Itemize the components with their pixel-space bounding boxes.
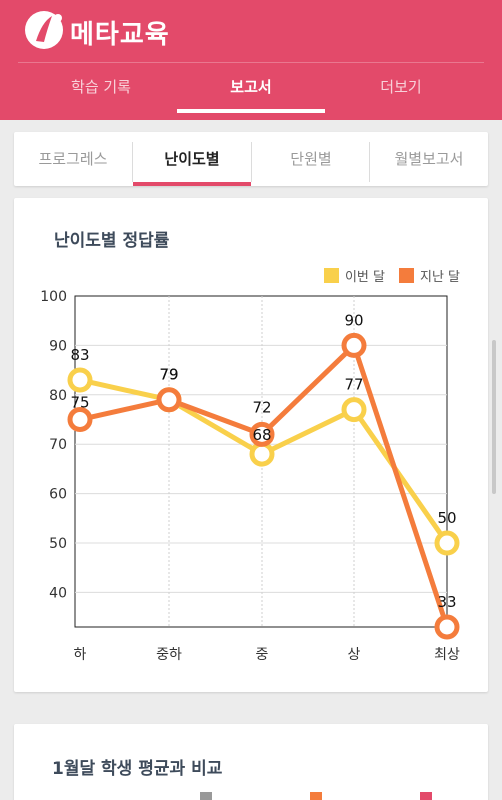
- card2-legend-swatch: [310, 792, 322, 800]
- x-tick-label: 중하: [156, 647, 182, 663]
- card2-legend-swatch: [200, 792, 212, 800]
- subtab-unit[interactable]: 단원별: [290, 150, 332, 168]
- series-line: [79, 342, 450, 628]
- app-header: 메타교육 학습 기록 보고서 더보기: [0, 0, 502, 120]
- subtab-progress[interactable]: 프로그레스: [38, 150, 108, 168]
- tab-more[interactable]: 더보기: [380, 78, 422, 96]
- data-point: [67, 407, 93, 433]
- y-tick-label: 60: [49, 487, 67, 503]
- sub-tab-bar: 프로그레스 난이도별 단원별 월별보고서: [14, 132, 488, 186]
- data-point: [67, 367, 93, 393]
- card2-legend: [200, 792, 440, 800]
- y-tick-label: 50: [49, 536, 67, 552]
- chart-legend: 이번 달 지난 달: [310, 266, 460, 285]
- data-point: [249, 421, 275, 447]
- data-point: [156, 387, 182, 413]
- data-point: [156, 387, 182, 413]
- data-label: 33: [437, 593, 456, 611]
- x-tick-label: 최상: [434, 647, 460, 663]
- data-label: 79: [159, 366, 178, 384]
- header-divider: [18, 62, 484, 63]
- legend-swatch-last-month: [398, 268, 414, 283]
- y-tick-label: 70: [49, 437, 67, 453]
- legend-swatch-this-month: [323, 268, 339, 283]
- logo-icon: [25, 11, 63, 49]
- series-line: [79, 377, 450, 545]
- data-point: [434, 614, 460, 640]
- data-label: 77: [344, 376, 363, 394]
- data-label: 50: [437, 509, 456, 527]
- brand-name: 메타교육: [70, 20, 170, 50]
- legend-label-this-month: 이번 달: [344, 270, 385, 285]
- card2-title: 1월달 학생 평균과 비교: [52, 759, 223, 779]
- data-point: [341, 397, 367, 423]
- data-label: 75: [70, 394, 89, 412]
- x-tick-label: 하: [74, 647, 87, 663]
- difficulty-chart-card: 난이도별 정답률 이번 달 지난 달 100 90 80 70 60 50 40 하 중하 중 상 최…: [14, 198, 488, 692]
- data-label: 90: [344, 311, 363, 329]
- legend-item-last-month: 지난 달: [398, 266, 460, 285]
- data-label: 83: [70, 346, 89, 364]
- tab-report[interactable]: 보고서: [230, 78, 272, 96]
- data-label: 72: [252, 398, 271, 416]
- subtab-divider: [369, 142, 370, 182]
- x-tick-label: 상: [348, 647, 361, 663]
- data-point: [434, 530, 460, 556]
- data-point: [249, 441, 275, 467]
- average-comparison-card: 1월달 학생 평균과 비교: [14, 724, 488, 800]
- y-tick-label: 80: [49, 388, 67, 404]
- legend-item-this-month: 이번 달: [323, 266, 385, 285]
- plot-frame: [74, 295, 448, 628]
- y-tick-label: 100: [40, 289, 67, 305]
- data-point: [341, 332, 367, 358]
- y-tick-label: 40: [49, 585, 67, 601]
- active-subtab-indicator: [133, 182, 251, 186]
- legend-label-last-month: 지난 달: [419, 270, 460, 285]
- page-scrollbar[interactable]: [492, 340, 496, 494]
- subtab-divider: [132, 142, 133, 182]
- data-label: 79: [159, 366, 178, 384]
- card2-legend-swatch: [420, 792, 432, 800]
- active-tab-indicator: [177, 109, 325, 113]
- x-tick-label: 중: [256, 647, 269, 663]
- tab-study-record[interactable]: 학습 기록: [71, 78, 131, 96]
- subtab-difficulty[interactable]: 난이도별: [164, 150, 220, 168]
- subtab-monthly-report[interactable]: 월별보고서: [394, 150, 464, 168]
- data-label: 68: [252, 426, 271, 444]
- subtab-divider: [251, 142, 252, 182]
- card-title: 난이도별 정답률: [54, 231, 170, 251]
- y-tick-label: 90: [49, 338, 67, 354]
